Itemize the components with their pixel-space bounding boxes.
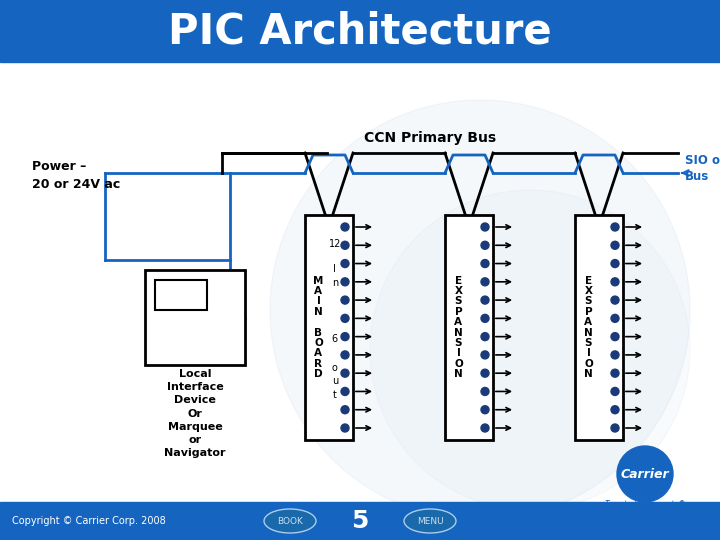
- Text: Copyright © Carrier Corp. 2008: Copyright © Carrier Corp. 2008: [12, 516, 166, 526]
- Circle shape: [611, 260, 619, 267]
- Bar: [575, 215, 623, 440]
- Circle shape: [341, 278, 349, 286]
- Circle shape: [611, 388, 619, 395]
- Circle shape: [481, 260, 489, 267]
- Circle shape: [611, 241, 619, 249]
- Circle shape: [341, 314, 349, 322]
- Circle shape: [341, 351, 349, 359]
- Circle shape: [481, 406, 489, 414]
- Circle shape: [611, 424, 619, 432]
- Text: E
X
S
P
A
N
S
I
O
N: E X S P A N S I O N: [584, 276, 593, 379]
- Ellipse shape: [264, 509, 316, 533]
- Circle shape: [341, 406, 349, 414]
- Text: 12: 12: [328, 239, 341, 249]
- Ellipse shape: [404, 509, 456, 533]
- Circle shape: [481, 333, 489, 341]
- Text: o: o: [332, 363, 338, 373]
- Circle shape: [481, 388, 489, 395]
- Circle shape: [341, 223, 349, 231]
- Bar: [445, 215, 493, 440]
- Circle shape: [617, 446, 673, 502]
- Circle shape: [341, 296, 349, 304]
- Bar: [155, 280, 207, 310]
- Bar: [305, 215, 353, 440]
- Text: E
X
S
P
A
N
S
I
O
N: E X S P A N S I O N: [454, 276, 463, 379]
- Text: 6: 6: [332, 334, 338, 344]
- Text: Power –
20 or 24V ac: Power – 20 or 24V ac: [32, 159, 120, 191]
- Text: BOOK: BOOK: [277, 516, 303, 525]
- Circle shape: [481, 369, 489, 377]
- Text: SIO or LEN
Bus: SIO or LEN Bus: [685, 153, 720, 183]
- Text: 5: 5: [351, 509, 369, 533]
- Circle shape: [341, 333, 349, 341]
- Circle shape: [611, 351, 619, 359]
- Text: M
A
I
N

B
O
A
R
D: M A I N B O A R D: [313, 276, 323, 379]
- Circle shape: [481, 241, 489, 249]
- Circle shape: [270, 100, 690, 520]
- Text: n: n: [332, 278, 338, 287]
- Text: Turn to the Experts®: Turn to the Experts®: [605, 500, 685, 509]
- Circle shape: [611, 278, 619, 286]
- Text: CCN Primary Bus: CCN Primary Bus: [364, 131, 496, 145]
- Text: u: u: [332, 376, 338, 387]
- Circle shape: [611, 369, 619, 377]
- Circle shape: [611, 333, 619, 341]
- Circle shape: [341, 424, 349, 432]
- Text: MENU: MENU: [417, 516, 444, 525]
- Circle shape: [370, 190, 690, 510]
- Circle shape: [341, 369, 349, 377]
- Text: Local
Interface
Device
Or
Marquee
or
Navigator: Local Interface Device Or Marquee or Nav…: [164, 369, 226, 458]
- Circle shape: [481, 314, 489, 322]
- Circle shape: [481, 424, 489, 432]
- Circle shape: [481, 351, 489, 359]
- Circle shape: [341, 260, 349, 267]
- Bar: [0, 502, 720, 540]
- Circle shape: [341, 241, 349, 249]
- Circle shape: [481, 223, 489, 231]
- Bar: [0, 0, 720, 62]
- Circle shape: [611, 406, 619, 414]
- Circle shape: [341, 388, 349, 395]
- Text: PIC Architecture: PIC Architecture: [168, 10, 552, 52]
- Text: Carrier: Carrier: [621, 468, 670, 481]
- Circle shape: [481, 296, 489, 304]
- Circle shape: [611, 314, 619, 322]
- Circle shape: [611, 223, 619, 231]
- Bar: [145, 270, 245, 365]
- Circle shape: [481, 278, 489, 286]
- Text: I: I: [333, 264, 336, 274]
- Circle shape: [611, 296, 619, 304]
- Text: t: t: [333, 390, 337, 400]
